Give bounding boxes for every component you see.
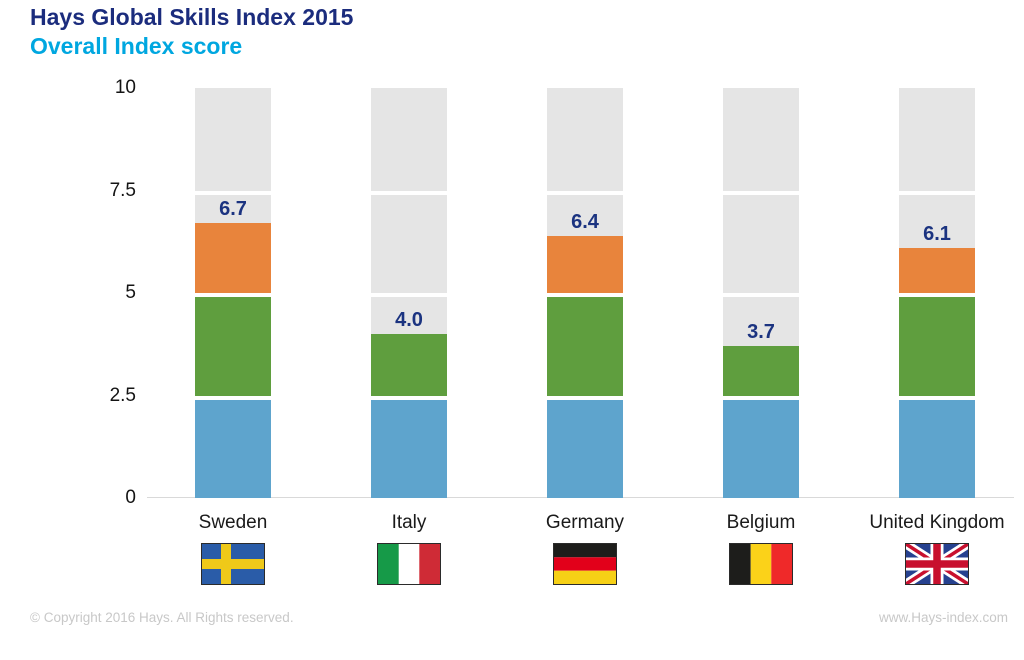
flag-belgium-icon — [729, 543, 793, 585]
flag-sweden-icon — [201, 543, 265, 585]
segment-2.5-5-green: 4.0 — [371, 297, 447, 396]
country-label-italy: Italy — [391, 512, 427, 533]
segment-2.5-5-green — [195, 297, 271, 396]
segment-0-2.5-blue — [547, 399, 623, 498]
bar-fill — [547, 297, 623, 396]
segment-0-2.5-blue — [195, 399, 271, 498]
segment-5-7.5-orange — [723, 194, 799, 293]
segment-5-7.5-orange — [371, 194, 447, 293]
flag-italy-icon — [377, 543, 441, 585]
y-axis-tick-label: 10 — [114, 77, 136, 98]
value-label: 3.7 — [747, 321, 775, 344]
bar-fill — [899, 399, 975, 498]
y-axis-tick-label: 5 — [125, 282, 136, 303]
bar-fill — [547, 235, 623, 293]
bar-fill — [723, 346, 799, 396]
chart-subtitle: Overall Index score — [30, 33, 243, 59]
bar-fill — [899, 297, 975, 396]
value-label: 6.1 — [923, 222, 951, 245]
segment-0-2.5-blue — [723, 399, 799, 498]
value-label: 6.7 — [219, 198, 247, 221]
country-label-germany: Germany — [545, 512, 625, 533]
y-axis-tick-label: 7.5 — [109, 179, 136, 201]
segment-0-2.5-blue — [371, 399, 447, 498]
segment-5-7.5-orange: 6.1 — [899, 194, 975, 293]
bar-belgium: 3.7 — [723, 88, 799, 498]
website-text: www.Hays-index.com — [878, 610, 1008, 625]
flag-united-kingdom-icon — [905, 543, 969, 585]
segment-7.5-10-track — [371, 88, 447, 191]
country-label-belgium: Belgium — [726, 512, 796, 533]
chart-title: Hays Global Skills Index 2015 — [30, 4, 354, 30]
bar-sweden: 6.7 — [195, 88, 271, 498]
segment-7.5-10-track — [195, 88, 271, 191]
bar-fill — [371, 334, 447, 396]
value-label: 4.0 — [395, 309, 423, 331]
flag-germany-icon — [553, 543, 617, 585]
bar-fill — [195, 223, 271, 293]
segment-2.5-5-green — [899, 297, 975, 396]
bar-fill — [723, 399, 799, 498]
value-label: 6.4 — [571, 210, 599, 233]
country-label-united-kingdom: United Kingdom — [869, 512, 1005, 533]
country-label-sweden: Sweden — [198, 512, 268, 533]
bar-united-kingdom: 6.1 — [899, 88, 975, 498]
bar-italy: 4.0 — [371, 88, 447, 498]
bar-germany: 6.4 — [547, 88, 623, 498]
y-axis-tick-label: 0 — [125, 487, 136, 508]
bar-fill — [899, 247, 975, 293]
bar-fill — [547, 399, 623, 498]
copyright-text: © Copyright 2016 Hays. All Rights reserv… — [30, 610, 294, 625]
segment-7.5-10-track — [723, 88, 799, 191]
segment-2.5-5-green — [547, 297, 623, 396]
segment-5-7.5-orange: 6.7 — [195, 194, 271, 293]
bar-fill — [195, 399, 271, 498]
segment-2.5-5-green: 3.7 — [723, 297, 799, 396]
y-axis-tick-label: 2.5 — [109, 384, 136, 406]
segment-5-7.5-orange: 6.4 — [547, 194, 623, 293]
bar-fill — [371, 399, 447, 498]
bar-fill — [195, 297, 271, 396]
segment-7.5-10-track — [547, 88, 623, 191]
segment-0-2.5-blue — [899, 399, 975, 498]
segment-7.5-10-track — [899, 88, 975, 191]
